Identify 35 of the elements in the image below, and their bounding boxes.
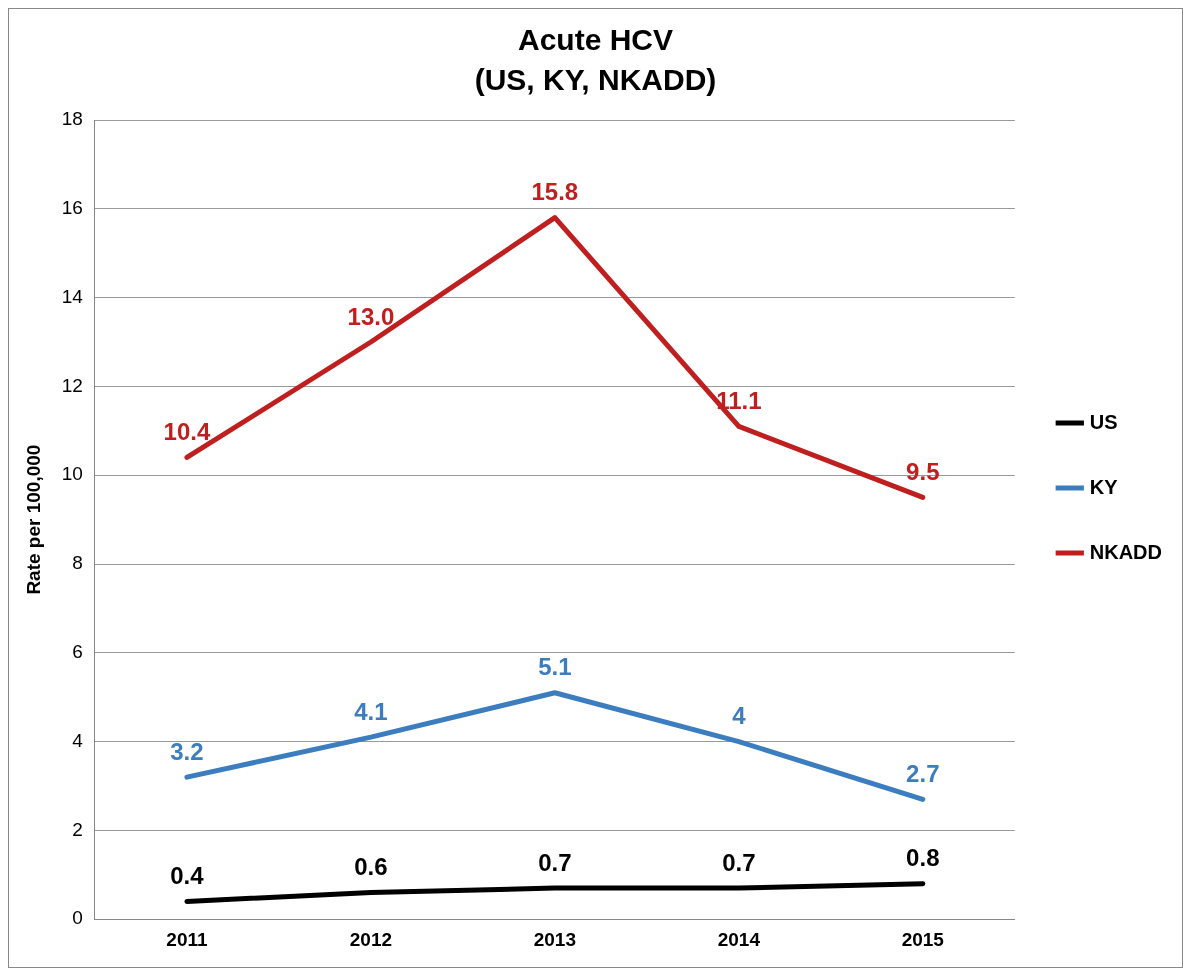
data-label: 13.0 <box>347 302 395 330</box>
data-label: 0.4 <box>170 862 205 890</box>
y-tick-label: 14 <box>61 285 84 307</box>
data-label: 5.1 <box>538 653 572 681</box>
y-tick-label: 8 <box>72 552 83 574</box>
legend-label: US <box>1089 410 1118 433</box>
data-label: 4.1 <box>354 697 388 725</box>
data-label: 10.4 <box>163 418 211 446</box>
x-tick-label: 2015 <box>901 928 945 950</box>
data-label: 2.7 <box>906 759 940 787</box>
data-label: 0.7 <box>538 848 572 876</box>
y-tick-label: 16 <box>61 197 83 219</box>
y-tick-label: 0 <box>72 907 83 929</box>
legend-label: KY <box>1089 475 1119 498</box>
y-tick-label: 18 <box>61 108 83 130</box>
y-tick-label: 2 <box>72 818 83 840</box>
chart-title: Acute HCV <box>517 23 674 57</box>
y-tick-label: 10 <box>61 463 83 485</box>
data-label: 4 <box>732 702 747 730</box>
y-axis-title: Rate per 100,000 <box>22 444 44 595</box>
chart-subtitle: (US, KY, NKADD) <box>474 63 717 97</box>
y-tick-label: 4 <box>72 729 84 751</box>
x-tick-label: 2014 <box>717 928 761 950</box>
data-label: 0.6 <box>354 853 388 881</box>
x-tick-label: 2012 <box>349 928 393 950</box>
data-label: 3.2 <box>170 737 204 765</box>
data-label: 9.5 <box>906 458 940 486</box>
x-tick-label: 2013 <box>533 928 576 950</box>
data-label: 0.8 <box>906 844 940 872</box>
data-label: 0.7 <box>722 848 756 876</box>
y-tick-label: 6 <box>72 641 83 663</box>
y-tick-label: 12 <box>61 374 83 396</box>
data-label: 15.8 <box>531 178 579 206</box>
legend-label: NKADD <box>1089 540 1162 563</box>
x-tick-label: 2011 <box>166 928 208 950</box>
